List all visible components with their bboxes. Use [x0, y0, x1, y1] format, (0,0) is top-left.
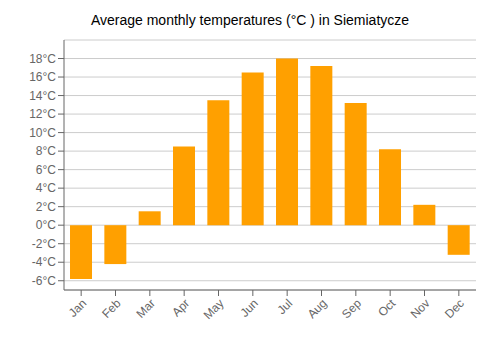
svg-text:4°C: 4°C — [36, 181, 56, 195]
svg-text:2°C: 2°C — [36, 200, 56, 214]
svg-text:Dec: Dec — [442, 296, 467, 321]
svg-text:-6°C: -6°C — [32, 274, 56, 288]
svg-text:6°C: 6°C — [36, 163, 56, 177]
svg-text:Jun: Jun — [237, 296, 261, 320]
svg-text:May: May — [201, 296, 227, 322]
svg-text:16°C: 16°C — [29, 70, 56, 84]
svg-text:Feb: Feb — [99, 296, 124, 321]
svg-text:Nov: Nov — [408, 296, 433, 321]
svg-text:-2°C: -2°C — [32, 237, 56, 251]
svg-text:Aug: Aug — [305, 296, 330, 321]
svg-text:12°C: 12°C — [29, 107, 56, 121]
svg-text:14°C: 14°C — [29, 89, 56, 103]
svg-text:Mar: Mar — [133, 296, 158, 321]
html-text:Average monthly temperatures (: Average monthly temperatures (°C ) in Si… — [90, 12, 410, 28]
svg-text:18°C: 18°C — [29, 52, 56, 66]
svg-text:Sep: Sep — [339, 296, 364, 321]
svg-text:Apr: Apr — [169, 296, 192, 319]
svg-text:Jan: Jan — [66, 296, 90, 320]
svg-text:Jul: Jul — [275, 296, 296, 317]
svg-text:Oct: Oct — [375, 296, 399, 320]
svg-text:-4°C: -4°C — [32, 255, 56, 269]
svg-text:8°C: 8°C — [36, 144, 56, 158]
svg-text:0°C: 0°C — [36, 218, 56, 232]
svg-text:10°C: 10°C — [29, 126, 56, 140]
